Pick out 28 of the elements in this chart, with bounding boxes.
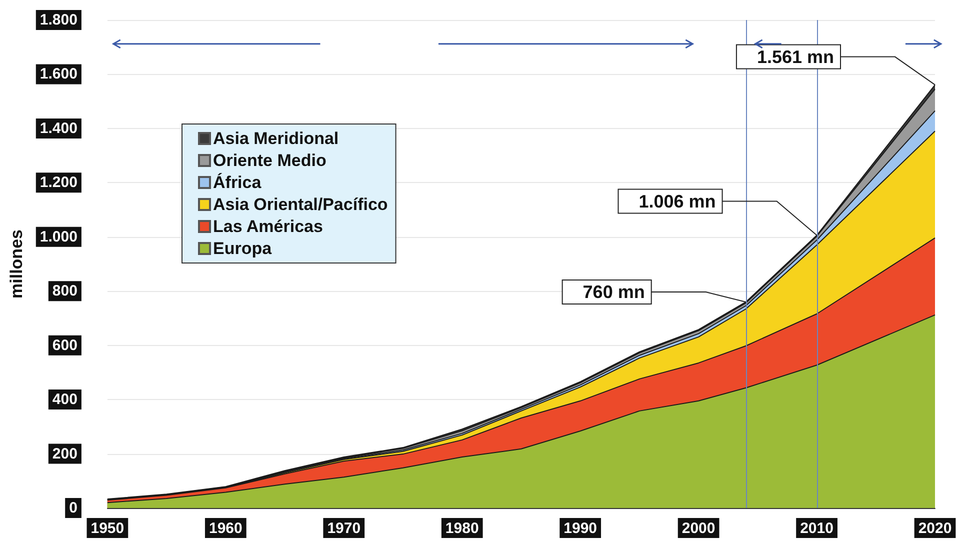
x-tick-label: 2020 [918,520,952,537]
annotation: 1.006 mn [638,191,716,212]
y-tick-label: 800 [52,282,78,300]
y-tick-label: 400 [52,391,78,408]
x-tick-label: 1950 [90,520,124,537]
y-axis-title: millones [7,230,26,298]
legend-label: Oriente Medio [213,151,326,170]
x-tick-label: 1990 [564,520,598,537]
y-tick-label: 1.800 [40,12,78,28]
legend-label: Asia Oriental/Pacífico [213,195,388,214]
y-tick-label: 200 [52,445,78,462]
y-tick-label: 0 [69,500,78,516]
y-tick-label: 600 [52,336,78,354]
y-tick-label: 1.200 [40,174,78,192]
legend-label: Las Américas [213,217,323,236]
x-tick-label: 2010 [800,520,834,537]
legend-label: África [213,172,262,192]
annotation: 1.561 mn [756,46,834,67]
y-tick-label: 1.000 [40,228,78,246]
x-tick-label: 1960 [208,520,242,537]
legend-label: Europa [213,239,272,258]
x-tick-label: 1970 [327,520,361,537]
x-tick-label: 1980 [445,520,479,537]
x-tick-label: 2000 [682,520,716,537]
y-tick-label: 1.600 [40,66,78,83]
legend-label: Asia Meridional [213,129,339,148]
annotation: 760 mn [582,282,645,302]
y-tick-label: 1.400 [40,120,78,137]
